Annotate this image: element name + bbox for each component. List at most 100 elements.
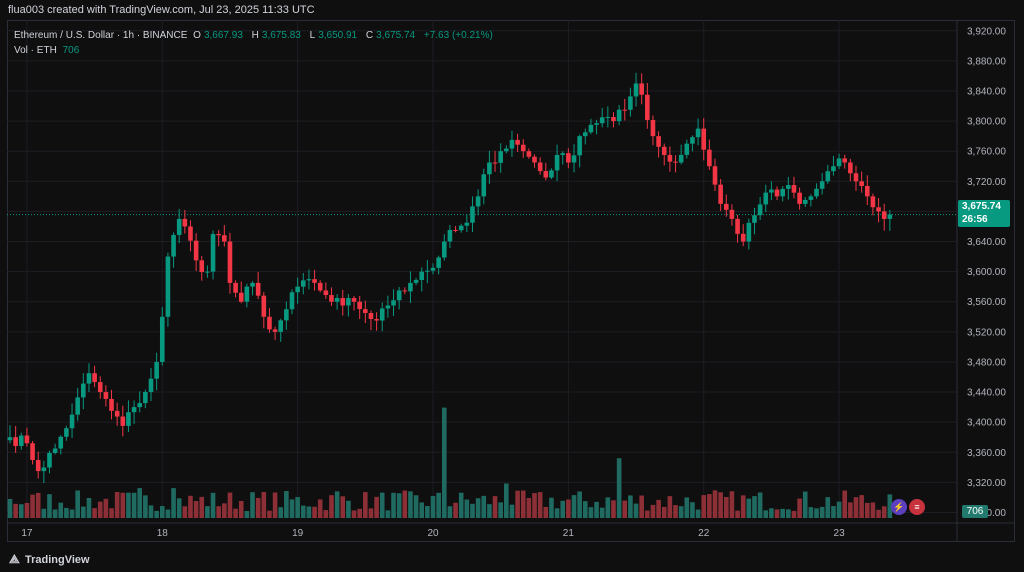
candle-body[interactable] [267, 316, 272, 330]
candle-body[interactable] [690, 137, 695, 144]
candle-body[interactable] [148, 378, 154, 393]
candle-body[interactable] [802, 199, 808, 204]
candle-body[interactable] [864, 186, 870, 197]
candle-body[interactable] [504, 148, 509, 152]
candle-body[interactable] [605, 116, 611, 118]
candle-body[interactable] [819, 181, 825, 189]
candle-body[interactable] [385, 305, 391, 309]
candle-body[interactable] [498, 151, 503, 163]
candle-body[interactable] [492, 162, 498, 164]
candle-body[interactable] [408, 282, 413, 292]
candle-body[interactable] [560, 153, 566, 155]
candle-body[interactable] [199, 260, 205, 273]
candle-body[interactable] [165, 256, 171, 317]
candle-body[interactable] [678, 154, 684, 163]
candle-body[interactable] [786, 185, 791, 189]
candle-body[interactable] [47, 452, 52, 468]
candle-body[interactable] [379, 308, 385, 321]
candle-body[interactable] [284, 309, 289, 321]
candle-body[interactable] [120, 416, 126, 426]
candle-body[interactable] [554, 154, 560, 171]
symbol-description[interactable]: Ethereum / U.S. Dollar · 1h · BINANCE [14, 30, 188, 41]
candle-body[interactable] [661, 146, 667, 155]
candle-body[interactable] [131, 407, 137, 413]
candle-body[interactable] [18, 435, 24, 446]
candle-body[interactable] [475, 196, 481, 207]
candle-body[interactable] [848, 162, 853, 174]
candle-body[interactable] [75, 397, 80, 415]
candle-body[interactable] [188, 226, 193, 241]
candle-body[interactable] [780, 188, 785, 197]
candle-body[interactable] [227, 241, 233, 283]
candle-body[interactable] [797, 192, 802, 204]
candle-body[interactable] [357, 301, 362, 310]
candle-body[interactable] [729, 209, 735, 219]
candle-body[interactable] [137, 403, 143, 408]
candle-body[interactable] [216, 233, 221, 236]
candle-body[interactable] [272, 329, 278, 332]
candle-body[interactable] [300, 280, 306, 287]
candle-body[interactable] [159, 316, 165, 362]
candle-body[interactable] [853, 173, 859, 182]
candle-body[interactable] [250, 282, 255, 287]
candle-body[interactable] [41, 467, 47, 472]
candle-body[interactable] [374, 319, 379, 321]
candle-body[interactable] [205, 271, 210, 273]
candle-body[interactable] [103, 392, 109, 399]
candle-body[interactable] [81, 383, 86, 398]
candle-body[interactable] [464, 222, 470, 226]
candle-body[interactable] [757, 204, 763, 216]
candle-body[interactable] [836, 158, 842, 167]
candle-body[interactable] [808, 196, 814, 200]
candle-body[interactable] [69, 414, 75, 429]
candle-body[interactable] [312, 279, 317, 283]
candle-body[interactable] [814, 188, 819, 197]
candle-body[interactable] [176, 218, 182, 235]
candle-body[interactable] [441, 241, 447, 258]
candle-body[interactable] [402, 290, 408, 292]
candle-body[interactable] [712, 166, 718, 185]
candle-body[interactable] [825, 171, 831, 182]
candle-body[interactable] [97, 382, 103, 393]
candle-body[interactable] [193, 240, 199, 261]
candle-body[interactable] [594, 123, 599, 125]
candle-body[interactable] [752, 215, 757, 223]
candle-body[interactable] [351, 298, 357, 302]
candle-body[interactable] [588, 124, 594, 133]
candle-body[interactable] [329, 295, 334, 302]
candle-body[interactable] [774, 189, 780, 197]
candle-body[interactable] [656, 136, 661, 147]
us-flag-icon[interactable]: ≡ [909, 499, 925, 515]
candle-body[interactable] [723, 203, 729, 210]
candle-body[interactable] [64, 428, 69, 437]
candle-body[interactable] [58, 436, 64, 449]
candle-body[interactable] [255, 282, 261, 296]
candle-body[interactable] [396, 290, 402, 301]
candle-body[interactable] [831, 166, 836, 172]
candle-body[interactable] [323, 290, 329, 296]
candle-body[interactable] [210, 233, 216, 272]
candle-body[interactable] [109, 398, 114, 411]
candle-body[interactable] [391, 300, 396, 306]
candle-body[interactable] [599, 117, 605, 124]
candle-body[interactable] [532, 156, 537, 163]
candle-body[interactable] [881, 211, 887, 219]
candle-body[interactable] [487, 162, 492, 175]
candle-body[interactable] [24, 435, 30, 444]
candle-body[interactable] [114, 410, 120, 417]
candle-body[interactable] [295, 286, 300, 293]
candle-body[interactable] [171, 234, 176, 257]
candle-body[interactable] [470, 206, 475, 223]
candle-body[interactable] [526, 151, 532, 157]
candle-body[interactable] [154, 361, 159, 379]
candle-body[interactable] [222, 235, 227, 242]
candle-body[interactable] [340, 298, 346, 306]
candle-body[interactable] [143, 392, 148, 404]
candle-body[interactable] [363, 309, 368, 314]
candle-body[interactable] [278, 320, 284, 332]
candle-body[interactable] [182, 218, 188, 227]
candle-body[interactable] [549, 170, 554, 178]
candle-body[interactable] [458, 225, 464, 231]
candle-body[interactable] [695, 128, 701, 138]
candle-body[interactable] [537, 162, 543, 172]
